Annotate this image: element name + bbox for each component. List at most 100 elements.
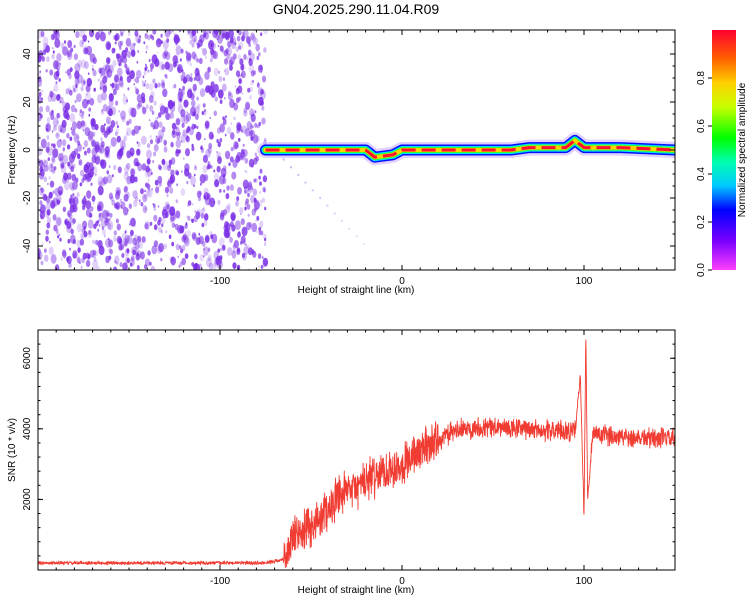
noise-blob: [57, 235, 60, 239]
noise-blob: [259, 220, 264, 228]
noise-blob: [65, 113, 70, 121]
noise-blob: [148, 83, 154, 91]
noise-blob: [59, 128, 63, 133]
noise-blob: [52, 143, 56, 149]
noise-blob: [79, 39, 85, 48]
noise-blob: [135, 196, 139, 202]
noise-blob: [263, 188, 266, 193]
noise-blob: [179, 253, 181, 256]
noise-blob: [129, 70, 135, 80]
noise-blob: [120, 243, 125, 250]
noise-blob: [256, 135, 260, 142]
noise-blob: [97, 176, 104, 186]
noise-blob: [168, 159, 173, 166]
noise-blob: [242, 238, 246, 245]
noise-blob: [145, 82, 150, 90]
noise-blob: [181, 257, 186, 266]
noise-blob: [158, 242, 165, 253]
noise-blob: [51, 143, 53, 147]
noise-blob: [202, 154, 208, 163]
noise-blob: [38, 146, 43, 156]
noise-blob: [59, 138, 62, 142]
noise-blob: [259, 168, 263, 174]
noise-blob: [137, 50, 140, 53]
noise-blob: [161, 158, 166, 165]
noise-blob: [107, 237, 110, 241]
noise-blob: [62, 147, 66, 152]
noise-blob: [260, 32, 263, 36]
noise-blob: [83, 61, 89, 70]
noise-blob: [137, 100, 143, 108]
noise-blob: [186, 180, 189, 185]
noise-blob: [181, 170, 183, 173]
noise-blob: [201, 111, 205, 115]
noise-blob: [250, 113, 256, 123]
noise-blob: [118, 63, 121, 67]
noise-blob: [46, 56, 50, 63]
noise-blob: [185, 148, 190, 157]
noise-blob: [108, 217, 111, 222]
noise-blob: [229, 56, 235, 65]
noise-blob: [175, 210, 181, 219]
noise-blob: [86, 93, 88, 96]
noise-blob: [193, 215, 198, 223]
noise-blob: [250, 195, 256, 204]
noise-blob: [147, 34, 151, 41]
noise-blob: [149, 105, 154, 112]
y-tick-label: 4000: [22, 417, 33, 440]
noise-blob: [82, 110, 85, 115]
trail-dot: [355, 235, 358, 238]
noise-blob: [67, 172, 72, 180]
noise-blob: [79, 110, 84, 118]
noise-blob: [177, 255, 179, 258]
noise-blob: [151, 35, 155, 41]
trail-dot: [362, 242, 365, 246]
noise-blob: [171, 222, 176, 228]
noise-blob: [120, 55, 122, 58]
noise-blob: [63, 172, 69, 181]
noise-blob: [99, 31, 106, 42]
noise-blob: [126, 257, 130, 263]
noise-blob: [58, 233, 61, 237]
noise-blob: [56, 133, 59, 137]
noise-blob: [126, 120, 130, 126]
noise-blob: [68, 198, 73, 205]
noise-blob: [50, 92, 57, 102]
noise-blob: [249, 95, 252, 100]
noise-blob: [149, 168, 151, 171]
noise-blob: [218, 75, 223, 82]
noise-blob: [145, 63, 147, 67]
noise-blob: [116, 261, 119, 266]
noise-blob: [181, 235, 186, 243]
noise-blob: [144, 80, 147, 83]
noise-blob: [235, 200, 239, 207]
noise-blob: [183, 100, 185, 103]
noise-blob: [233, 116, 236, 120]
noise-blob: [83, 140, 89, 148]
noise-blob: [99, 81, 105, 90]
noise-blob: [173, 83, 177, 89]
noise-blob: [47, 146, 54, 157]
noise-blob: [127, 87, 130, 91]
noise-blob: [248, 58, 253, 67]
noise-blob: [166, 193, 169, 198]
noise-blob: [71, 186, 75, 192]
noise-blob: [69, 136, 73, 141]
noise-blob: [171, 130, 177, 139]
noise-blob: [109, 224, 111, 227]
noise-blob: [162, 88, 168, 98]
noise-blob: [235, 88, 240, 95]
noise-blob: [147, 143, 151, 149]
noise-blob: [70, 47, 74, 53]
noise-blob: [181, 245, 186, 252]
noise-blob: [119, 40, 124, 47]
noise-blob: [250, 136, 254, 141]
noise-blob: [129, 257, 135, 267]
noise-blob: [45, 69, 48, 73]
noise-blob: [116, 150, 123, 160]
noise-blob: [175, 126, 178, 130]
noise-blob: [59, 237, 62, 242]
noise-blob: [258, 230, 262, 236]
noise-blob: [260, 70, 263, 74]
noise-blob: [235, 70, 241, 78]
